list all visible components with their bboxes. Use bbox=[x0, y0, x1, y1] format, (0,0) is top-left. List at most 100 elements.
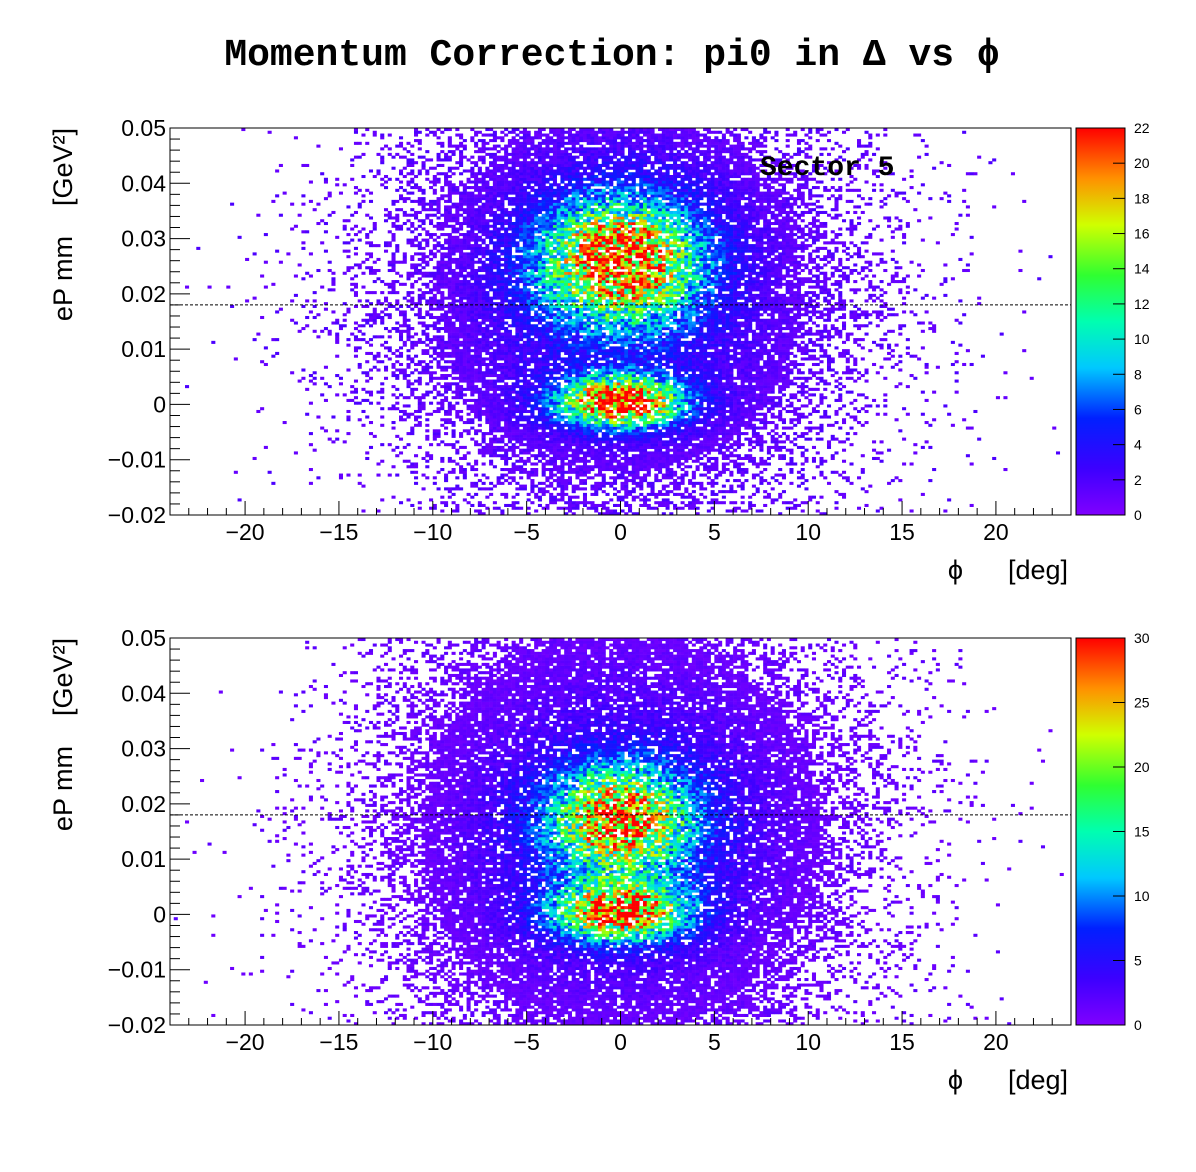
heatmap-cell bbox=[376, 302, 381, 306]
heatmap-cell bbox=[391, 393, 396, 397]
heatmap-cell bbox=[485, 291, 490, 295]
heatmap-cell bbox=[571, 346, 576, 350]
heatmap-cell bbox=[575, 174, 580, 179]
heatmap-cell bbox=[530, 490, 535, 494]
heatmap-cell bbox=[474, 163, 479, 167]
heatmap-cell bbox=[462, 335, 467, 339]
heatmap-cell bbox=[376, 152, 381, 156]
heatmap-cell bbox=[447, 310, 452, 314]
heatmap-cell bbox=[395, 354, 400, 358]
heatmap-cell bbox=[549, 456, 554, 461]
heatmap-cell bbox=[537, 169, 542, 173]
heatmap-cell bbox=[500, 194, 505, 198]
heatmap-cell bbox=[575, 437, 580, 441]
heatmap-cell bbox=[552, 257, 557, 261]
heatmap-cell bbox=[496, 166, 501, 170]
heatmap-cell bbox=[474, 324, 479, 328]
heatmap-cell bbox=[515, 415, 520, 419]
heatmap-cell bbox=[519, 155, 524, 159]
heatmap-cell bbox=[241, 128, 246, 132]
heatmap-cell bbox=[260, 360, 265, 364]
heatmap-cell bbox=[429, 288, 434, 292]
heatmap-cell bbox=[511, 169, 516, 173]
heatmap-cell bbox=[485, 382, 490, 386]
heatmap-cell bbox=[579, 451, 584, 455]
heatmap-cell bbox=[537, 288, 542, 292]
heatmap-cell bbox=[522, 260, 527, 264]
heatmap-cell bbox=[496, 202, 501, 206]
heatmap-cell bbox=[485, 368, 490, 372]
heatmap-cell bbox=[485, 371, 490, 375]
heatmap-cell bbox=[489, 169, 494, 173]
heatmap-cell bbox=[579, 479, 584, 483]
heatmap-cell bbox=[575, 180, 580, 184]
heatmap-cell bbox=[429, 302, 434, 306]
heatmap-cell bbox=[436, 390, 441, 394]
heatmap-cell bbox=[537, 266, 542, 270]
heatmap-cell bbox=[496, 219, 501, 223]
heatmap-cell bbox=[549, 136, 554, 140]
heatmap-cell bbox=[440, 365, 445, 369]
heatmap-cell bbox=[504, 340, 509, 344]
heatmap-cell bbox=[507, 288, 512, 292]
heatmap-cell bbox=[522, 324, 527, 328]
heatmap-cell bbox=[560, 492, 565, 496]
heatmap-cell bbox=[365, 266, 370, 270]
heatmap-cell bbox=[545, 343, 550, 347]
heatmap-cell bbox=[361, 285, 366, 289]
heatmap-cell bbox=[429, 376, 434, 380]
heatmap-cell bbox=[429, 296, 434, 300]
heatmap-cell bbox=[492, 374, 497, 378]
heatmap-cell bbox=[552, 456, 557, 461]
heatmap-cell bbox=[515, 409, 520, 414]
heatmap-cell bbox=[571, 429, 576, 433]
heatmap-cell bbox=[425, 476, 430, 480]
heatmap-cell bbox=[530, 282, 535, 286]
heatmap-cell bbox=[504, 443, 509, 447]
heatmap-cell bbox=[571, 172, 576, 176]
heatmap-cell bbox=[410, 208, 415, 212]
heatmap-cell bbox=[477, 235, 482, 239]
heatmap-cell bbox=[323, 382, 328, 386]
heatmap-cell bbox=[406, 299, 411, 303]
heatmap-cell bbox=[477, 407, 482, 411]
heatmap-cell bbox=[440, 130, 445, 134]
heatmap-cell bbox=[571, 241, 576, 245]
heatmap-cell bbox=[466, 429, 471, 433]
heatmap-cell bbox=[489, 357, 494, 361]
heatmap-cell bbox=[429, 379, 434, 383]
heatmap-cell bbox=[481, 379, 486, 383]
heatmap-cell bbox=[552, 161, 557, 165]
heatmap-cell bbox=[414, 161, 419, 165]
heatmap-cell bbox=[447, 219, 452, 223]
heatmap-cell bbox=[526, 141, 531, 145]
heatmap-cell bbox=[417, 141, 422, 145]
heatmap-cell bbox=[526, 343, 531, 347]
heatmap-cell bbox=[436, 163, 441, 167]
heatmap-cell bbox=[519, 459, 524, 463]
heatmap-cell bbox=[545, 448, 550, 452]
heatmap-cell bbox=[567, 481, 572, 485]
heatmap-cell bbox=[440, 459, 445, 463]
heatmap-cell bbox=[391, 260, 396, 264]
heatmap-cell bbox=[353, 224, 358, 228]
heatmap-cell bbox=[470, 224, 475, 228]
heatmap-cell bbox=[545, 166, 550, 170]
heatmap-cell bbox=[541, 266, 546, 270]
heatmap-cell bbox=[496, 174, 501, 179]
heatmap-cell bbox=[455, 144, 460, 148]
heatmap-cell bbox=[447, 282, 452, 286]
heatmap-cell bbox=[526, 235, 531, 239]
heatmap-cell bbox=[485, 235, 490, 239]
heatmap-cell bbox=[545, 329, 550, 333]
heatmap-cell bbox=[541, 221, 546, 226]
heatmap-cell bbox=[459, 418, 464, 422]
heatmap-cell bbox=[353, 390, 358, 394]
heatmap-cell bbox=[500, 210, 505, 214]
heatmap-cell bbox=[361, 260, 366, 264]
heatmap-cell bbox=[485, 221, 490, 226]
heatmap-cell bbox=[564, 349, 569, 353]
heatmap-cell bbox=[429, 271, 434, 275]
heatmap-cell bbox=[549, 498, 554, 502]
heatmap-cell bbox=[504, 310, 509, 314]
